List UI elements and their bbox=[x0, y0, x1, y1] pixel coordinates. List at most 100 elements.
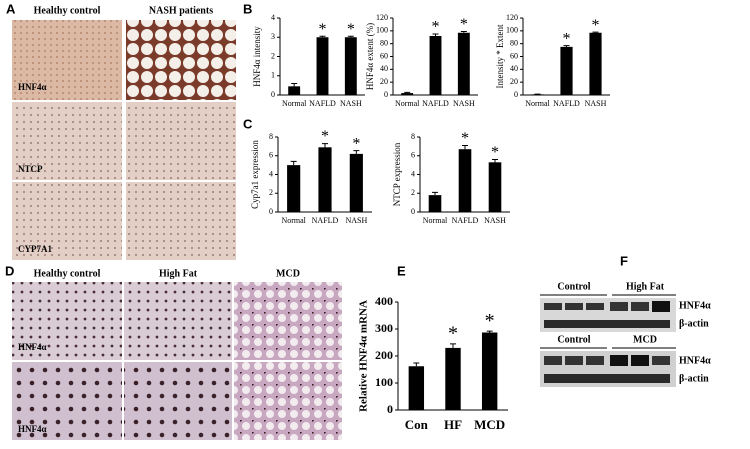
image-label: HNF4α bbox=[18, 82, 47, 92]
x-tick-label: Normal bbox=[423, 216, 448, 225]
y-tick-label: 120 bbox=[506, 13, 518, 22]
x-tick-label: NAFLD bbox=[422, 99, 449, 108]
y-tick-label: 60 bbox=[510, 51, 518, 60]
y-tick-label: 80 bbox=[380, 38, 388, 47]
x-tick-label: NASH bbox=[453, 99, 475, 108]
micrograph bbox=[12, 282, 122, 360]
group-label: Control bbox=[557, 334, 590, 345]
bar bbox=[429, 35, 442, 95]
y-tick-label: 0 bbox=[411, 207, 415, 216]
y-tick-label: 2 bbox=[271, 51, 275, 60]
column-header: Healthy control bbox=[34, 5, 101, 16]
significance: * bbox=[432, 19, 440, 36]
column-header: NASH patients bbox=[149, 5, 213, 16]
error-bar bbox=[462, 144, 468, 150]
panel-label: D bbox=[5, 263, 14, 278]
panel-label: F bbox=[620, 253, 628, 268]
bar bbox=[287, 165, 301, 212]
y-axis-label: Intensity * Extent bbox=[495, 24, 505, 88]
group-label: MCD bbox=[633, 334, 657, 345]
y-axis-label: Relative HNF4α mRNA bbox=[358, 300, 370, 412]
x-tick-label: Normal bbox=[395, 99, 420, 108]
error-bar bbox=[563, 45, 570, 47]
bar bbox=[560, 46, 573, 95]
error-bar bbox=[432, 191, 438, 196]
y-tick-label: 60 bbox=[380, 51, 388, 60]
y-axis-label: Cyp7a1 expression bbox=[250, 140, 260, 209]
micrograph bbox=[234, 362, 342, 440]
y-tick-label: 4 bbox=[269, 169, 273, 178]
y-tick-label: 8 bbox=[411, 132, 415, 141]
y-tick-label: 0 bbox=[387, 402, 393, 416]
y-tick-label: 40 bbox=[510, 64, 518, 73]
error-bar bbox=[592, 31, 599, 33]
error-bar bbox=[460, 30, 467, 33]
y-tick-label: 1 bbox=[271, 71, 275, 80]
x-tick-label: HF bbox=[444, 417, 462, 432]
bar bbox=[316, 37, 329, 95]
band-label: β-actin bbox=[679, 373, 709, 384]
micrograph bbox=[126, 20, 236, 100]
image-label: NTCP bbox=[18, 164, 43, 174]
bar bbox=[589, 32, 602, 95]
x-tick-label: Con bbox=[405, 417, 429, 432]
column-header: Healthy control bbox=[34, 268, 101, 279]
x-tick-label: NASH bbox=[340, 99, 362, 108]
x-tick-label: NAFLD bbox=[309, 99, 336, 108]
y-tick-label: 20 bbox=[510, 77, 518, 86]
x-tick-label: Normal bbox=[281, 216, 306, 225]
y-axis-label: HNF4α intensity bbox=[252, 26, 262, 87]
y-tick-label: 8 bbox=[269, 132, 273, 141]
y-tick-label: 3 bbox=[271, 32, 275, 41]
y-tick-label: 2 bbox=[411, 188, 415, 197]
y-tick-label: 4 bbox=[411, 169, 415, 178]
bar bbox=[488, 162, 502, 212]
x-tick-label: MCD bbox=[474, 417, 505, 432]
group-label: Control bbox=[557, 281, 590, 292]
significance: * bbox=[460, 16, 468, 33]
y-axis-label: NTCP expression bbox=[392, 142, 402, 206]
image-label: CYP7A1 bbox=[18, 244, 52, 254]
micrograph bbox=[124, 282, 232, 360]
error-bar bbox=[492, 159, 498, 163]
bar bbox=[288, 86, 301, 95]
y-tick-label: 100 bbox=[376, 26, 388, 35]
x-tick-label: NASH bbox=[345, 216, 367, 225]
y-tick-label: 40 bbox=[380, 64, 388, 73]
micrograph bbox=[12, 182, 122, 260]
y-tick-label: 0 bbox=[384, 90, 388, 99]
y-tick-label: 80 bbox=[510, 38, 518, 47]
bar bbox=[428, 195, 442, 212]
bar bbox=[458, 149, 472, 212]
y-axis-label: HNF4α extent (%) bbox=[365, 23, 375, 90]
bar bbox=[531, 94, 544, 95]
bar bbox=[318, 147, 332, 212]
y-tick-label: 20 bbox=[380, 77, 388, 86]
band-label: HNF4α bbox=[679, 355, 711, 366]
y-tick-label: 2 bbox=[269, 188, 273, 197]
significance: * bbox=[319, 21, 327, 38]
column-header: High Fat bbox=[159, 268, 198, 279]
bar bbox=[344, 37, 357, 95]
x-tick-label: Normal bbox=[282, 99, 307, 108]
x-tick-label: NAFLD bbox=[553, 99, 580, 108]
significance: * bbox=[491, 144, 499, 161]
error-bar bbox=[291, 82, 298, 87]
bar bbox=[349, 153, 363, 212]
micrograph bbox=[12, 102, 122, 180]
bar bbox=[457, 32, 470, 95]
bar bbox=[401, 93, 414, 95]
micrograph bbox=[126, 102, 236, 180]
y-tick-label: 0 bbox=[269, 207, 273, 216]
y-tick-label: 4 bbox=[271, 13, 275, 22]
error-bar bbox=[486, 330, 493, 333]
y-tick-label: 100 bbox=[506, 26, 518, 35]
bar bbox=[408, 366, 425, 410]
error-bar bbox=[319, 35, 326, 38]
x-tick-label: NAFLD bbox=[452, 216, 479, 225]
panel-label: E bbox=[397, 263, 406, 278]
bar bbox=[481, 332, 498, 410]
significance: * bbox=[563, 30, 571, 47]
micrograph bbox=[12, 362, 122, 440]
